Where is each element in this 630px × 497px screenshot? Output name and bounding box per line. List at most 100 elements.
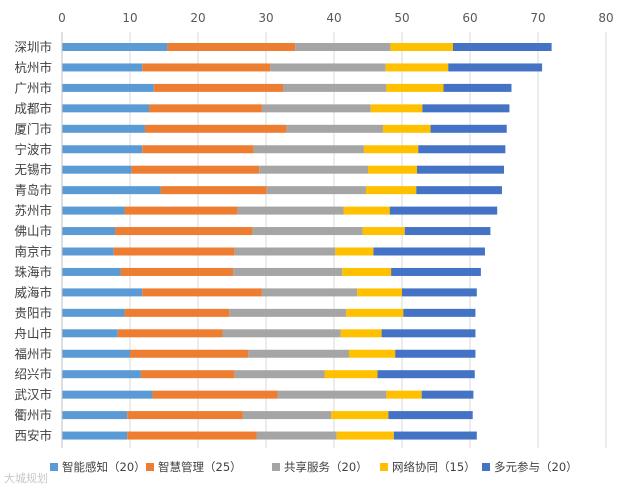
bar-segment-series-4 xyxy=(324,370,378,379)
bar-segment-series-3 xyxy=(277,390,387,399)
bar-segment-series-3 xyxy=(242,411,332,420)
bar-segment-series-4 xyxy=(386,83,444,92)
bar-segment-series-2 xyxy=(160,186,267,195)
bar-segment-series-4 xyxy=(386,390,422,399)
bar-segment-series-4 xyxy=(357,288,402,297)
legend-label-series-4: 网络协同（15） xyxy=(392,460,476,474)
x-tick-label-60: 60 xyxy=(462,11,477,25)
bar-segment-series-4 xyxy=(390,43,453,51)
bar-segment-series-1 xyxy=(62,247,114,256)
bar-segment-series-1 xyxy=(62,227,116,236)
legend-swatch-series-3 xyxy=(272,463,280,471)
bar-segment-series-4 xyxy=(343,206,390,215)
bar-segment-series-2 xyxy=(144,124,287,133)
bar-segment-series-5 xyxy=(422,104,510,113)
bar-segment-series-3 xyxy=(252,227,363,236)
legend-label-series-3: 共享服务（20） xyxy=(284,460,368,474)
bar-segment-series-5 xyxy=(373,247,485,256)
bar-segment-series-5 xyxy=(404,227,491,236)
bar-segment-series-3 xyxy=(234,370,325,379)
bar-segment-series-2 xyxy=(113,247,235,256)
bar-segment-series-4 xyxy=(331,411,389,420)
bar-segment-series-1 xyxy=(62,349,130,358)
bar-segment-series-2 xyxy=(167,43,296,51)
bar-segment-series-4 xyxy=(382,124,431,133)
bar-segment-series-2 xyxy=(142,145,254,154)
legend-swatch-series-1 xyxy=(50,463,58,471)
category-label: 苏州市 xyxy=(14,203,52,218)
bar-segment-series-5 xyxy=(391,267,481,276)
category-label: 西安市 xyxy=(14,428,52,443)
legend-label-series-5: 多元参与（20） xyxy=(494,460,578,474)
category-label: 舟山市 xyxy=(14,326,52,341)
category-label: 深圳市 xyxy=(14,40,52,55)
bar-segment-series-1 xyxy=(62,370,141,379)
bar-segment-series-2 xyxy=(149,104,262,113)
bar-segment-series-4 xyxy=(335,247,374,256)
bar-segment-series-2 xyxy=(124,308,230,317)
legend-label-series-1: 智能感知（20） xyxy=(62,460,146,474)
bar-segment-series-1 xyxy=(62,43,168,51)
bar-segment-series-3 xyxy=(261,288,358,297)
bar-segment-series-2 xyxy=(120,267,234,276)
legend-swatch-series-2 xyxy=(146,463,154,471)
category-label: 成都市 xyxy=(14,101,52,116)
bar-segment-series-5 xyxy=(388,411,473,420)
bar-segment-series-3 xyxy=(229,308,347,317)
bar-segment-series-1 xyxy=(62,267,121,276)
category-label: 青岛市 xyxy=(14,183,52,198)
bar-segment-series-3 xyxy=(295,43,391,51)
category-label: 绍兴市 xyxy=(14,367,52,382)
bar-segment-series-4 xyxy=(340,329,382,338)
bar-segment-series-1 xyxy=(62,329,118,338)
bar-segment-series-2 xyxy=(130,349,249,358)
bar-segment-series-5 xyxy=(381,329,476,338)
category-label: 杭州市 xyxy=(14,60,52,75)
category-label: 广州市 xyxy=(14,80,52,95)
category-label: 衢州市 xyxy=(14,408,52,423)
bar-segment-series-2 xyxy=(142,288,262,297)
legend-label-series-2: 智慧管理（25） xyxy=(158,460,242,474)
bar-segment-series-1 xyxy=(62,83,154,92)
bar-segment-series-4 xyxy=(342,267,392,276)
category-label: 南京市 xyxy=(14,244,52,259)
bar-segment-series-5 xyxy=(395,349,476,358)
x-tick-label-50: 50 xyxy=(394,11,409,25)
bar-segment-series-4 xyxy=(348,349,396,358)
bar-segment-series-4 xyxy=(370,104,423,113)
category-label: 佛山市 xyxy=(14,224,52,239)
bar-segment-series-5 xyxy=(448,63,543,72)
bar-segment-series-3 xyxy=(237,206,344,215)
bar-segment-series-4 xyxy=(368,165,417,174)
bar-segment-series-1 xyxy=(62,431,128,440)
bar-segment-series-3 xyxy=(256,431,337,440)
bar-segment-series-3 xyxy=(286,124,383,133)
bar-segment-series-3 xyxy=(283,83,387,92)
bar-segment-series-4 xyxy=(363,145,419,154)
x-tick-label-70: 70 xyxy=(530,11,545,25)
bar-segment-series-5 xyxy=(453,43,552,51)
bar-segment-series-1 xyxy=(62,390,153,399)
bar-segment-series-5 xyxy=(389,206,498,215)
bar-segment-series-4 xyxy=(346,308,404,317)
bar-segment-series-3 xyxy=(266,186,366,195)
x-tick-label-0: 0 xyxy=(58,11,66,25)
bar-segment-series-5 xyxy=(418,145,506,154)
bar-segment-series-1 xyxy=(62,165,132,174)
legend-swatch-series-5 xyxy=(482,463,490,471)
category-label: 宁波市 xyxy=(14,142,52,157)
bar-segment-series-4 xyxy=(336,431,394,440)
bar-segment-series-3 xyxy=(248,349,349,358)
bar-segment-series-2 xyxy=(127,431,257,440)
category-label: 珠海市 xyxy=(14,264,52,279)
bar-segment-series-2 xyxy=(115,227,253,236)
bar-segment-series-3 xyxy=(233,267,343,276)
bar-segment-series-1 xyxy=(62,411,128,420)
bar-segment-series-1 xyxy=(62,104,150,113)
bar-segment-series-3 xyxy=(234,247,336,256)
category-label: 贵阳市 xyxy=(14,305,52,320)
bar-segment-series-1 xyxy=(62,124,145,133)
bar-segment-series-1 xyxy=(62,186,161,195)
bar-segment-series-5 xyxy=(403,308,476,317)
